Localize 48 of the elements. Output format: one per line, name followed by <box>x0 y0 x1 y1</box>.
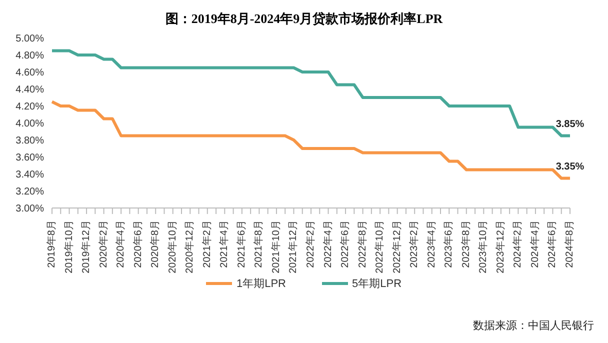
y-tick-label: 3.20% <box>16 186 44 198</box>
x-tick-label: 2022年4月 <box>322 220 334 268</box>
x-tick-label: 2021年4月 <box>218 220 230 268</box>
x-tick-label: 2022年8月 <box>356 220 368 268</box>
x-tick-label: 2024年2月 <box>512 220 524 268</box>
y-tick-label: 4.80% <box>16 50 44 62</box>
x-tick-label: 2020年6月 <box>132 220 144 268</box>
y-tick-label: 4.40% <box>16 84 44 96</box>
y-tick-label: 4.60% <box>16 68 44 79</box>
x-tick-label: 2024年6月 <box>546 220 558 268</box>
x-tick-label: 2020年8月 <box>149 220 162 268</box>
x-tick-label: 2022年6月 <box>339 220 352 268</box>
x-tick-label: 2023年6月 <box>442 220 455 268</box>
x-tick-label: 2021年12月 <box>287 220 300 274</box>
source-note: 数据来源：中国人民银行 <box>473 319 594 333</box>
legend-label: 5年期LPR <box>351 277 402 291</box>
y-tick-label: 3.40% <box>16 170 44 181</box>
x-tick-label: 2020年2月 <box>97 220 110 268</box>
x-tick-label: 2024年4月 <box>528 220 541 268</box>
y-tick-label: 4.00% <box>16 118 44 130</box>
x-tick-label: 2021年8月 <box>252 220 265 268</box>
x-tick-label: 2023年8月 <box>460 220 472 268</box>
x-tick-label: 2020年12月 <box>184 220 196 274</box>
chart-title: 图：2019年8月-2024年9月贷款市场报价利率LPR <box>164 10 444 28</box>
x-tick-label: 2022年10月 <box>374 220 386 274</box>
x-tick-label: 2019年12月 <box>80 220 92 274</box>
x-tick-label: 2019年10月 <box>62 220 75 274</box>
x-tick-label: 2022年12月 <box>390 220 403 274</box>
x-tick-label: 2023年4月 <box>425 220 438 268</box>
x-tick-label: 2022年2月 <box>304 220 316 268</box>
x-tick-label: 2023年12月 <box>494 220 506 274</box>
y-tick-label: 3.60% <box>16 152 44 164</box>
x-tick-label: 2024年8月 <box>564 220 576 268</box>
x-tick-label: 2020年10月 <box>166 220 178 274</box>
x-tick-label: 2021年2月 <box>200 220 213 268</box>
data-label: 3.85% <box>556 118 584 130</box>
x-tick-label: 2020年4月 <box>114 220 127 268</box>
x-tick-label: 2021年10月 <box>270 220 282 274</box>
y-tick-label: 3.00% <box>16 204 44 215</box>
y-tick-label: 4.20% <box>16 102 44 113</box>
y-tick-label: 5.00% <box>16 34 44 45</box>
x-tick-label: 2021年6月 <box>235 220 248 268</box>
x-tick-label: 2023年10月 <box>477 220 490 274</box>
y-tick-label: 3.80% <box>16 136 44 147</box>
x-tick-label: 2023年2月 <box>408 220 420 268</box>
data-label: 3.35% <box>556 161 584 172</box>
x-tick-label: 2019年8月 <box>46 220 58 268</box>
legend-label: 1年期LPR <box>235 277 286 291</box>
